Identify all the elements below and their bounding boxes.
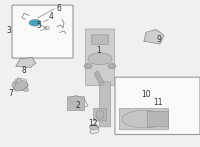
Ellipse shape [96,110,104,119]
Ellipse shape [12,80,28,91]
Ellipse shape [90,124,98,130]
Ellipse shape [15,79,21,83]
Ellipse shape [24,88,29,91]
Ellipse shape [108,64,116,69]
FancyBboxPatch shape [147,111,169,127]
Text: 10: 10 [141,90,151,99]
FancyBboxPatch shape [67,97,85,111]
Text: 7: 7 [9,89,13,98]
FancyBboxPatch shape [99,82,111,127]
Polygon shape [94,71,104,85]
Text: 3: 3 [7,26,11,35]
Ellipse shape [88,53,112,65]
Text: 2: 2 [76,101,80,110]
FancyBboxPatch shape [93,108,107,121]
Ellipse shape [122,110,166,128]
Text: 8: 8 [22,66,26,75]
FancyBboxPatch shape [115,77,200,135]
Text: 12: 12 [88,119,98,128]
Polygon shape [144,29,164,44]
Text: 4: 4 [49,12,53,21]
Text: 11: 11 [153,98,163,107]
Ellipse shape [44,26,50,30]
Polygon shape [16,57,36,68]
Ellipse shape [29,20,41,26]
Text: 5: 5 [37,21,41,30]
FancyBboxPatch shape [85,29,115,86]
FancyBboxPatch shape [12,5,73,58]
Ellipse shape [84,64,92,69]
FancyBboxPatch shape [119,108,169,130]
Text: 1: 1 [97,46,101,55]
Text: 9: 9 [157,35,161,44]
FancyBboxPatch shape [91,35,109,45]
Text: 6: 6 [57,4,61,13]
